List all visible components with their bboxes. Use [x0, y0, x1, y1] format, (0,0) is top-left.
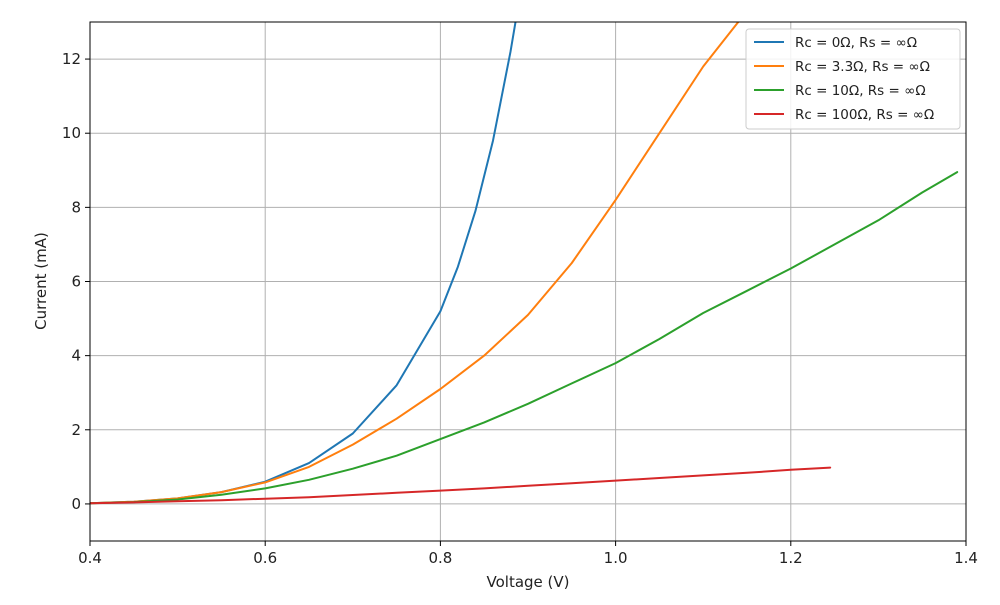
x-tick-label: 1.0	[604, 549, 628, 567]
x-axis-label: Voltage (V)	[487, 573, 570, 591]
series-line-4	[90, 466, 832, 505]
legend-label-1: Rc = 0Ω, Rs = ∞Ω	[795, 35, 917, 51]
y-tick-label: 12	[62, 50, 81, 68]
x-tick-label: 1.4	[954, 549, 978, 567]
x-tick-label: 0.8	[428, 549, 452, 567]
y-tick-label: 2	[71, 421, 81, 439]
y-tick-label: 6	[71, 273, 81, 291]
legend-box	[745, 28, 961, 130]
series-line-2	[90, 22, 740, 505]
x-tick-label: 0.4	[78, 549, 102, 567]
y-tick-label: 8	[71, 198, 81, 216]
x-tick-label: 1.2	[779, 549, 803, 567]
y-axis-label: Current (mA)	[32, 232, 50, 330]
x-axis-ticks: 0.4 0.6 0.8 1.0 1.2 1.4	[78, 541, 978, 567]
series-line-3	[90, 171, 959, 505]
y-tick-label: 4	[71, 347, 81, 365]
y-tick-label: 10	[62, 124, 81, 142]
y-axis-ticks: 0 2 4 6 8 10 12	[62, 50, 90, 513]
legend-label-3: Rc = 10Ω, Rs = ∞Ω	[795, 83, 926, 99]
x-tick-label: 0.6	[253, 549, 277, 567]
legend-label-4: Rc = 100Ω, Rs = ∞Ω	[795, 107, 934, 123]
legend: Rc = 0Ω, Rs = ∞Ω Rc = 3.3Ω, Rs = ∞Ω Rc = 1…	[745, 28, 961, 130]
legend-label-2: Rc = 3.3Ω, Rs = ∞Ω	[795, 59, 930, 75]
y-tick-label: 0	[71, 495, 81, 513]
series-lines	[90, 22, 959, 505]
